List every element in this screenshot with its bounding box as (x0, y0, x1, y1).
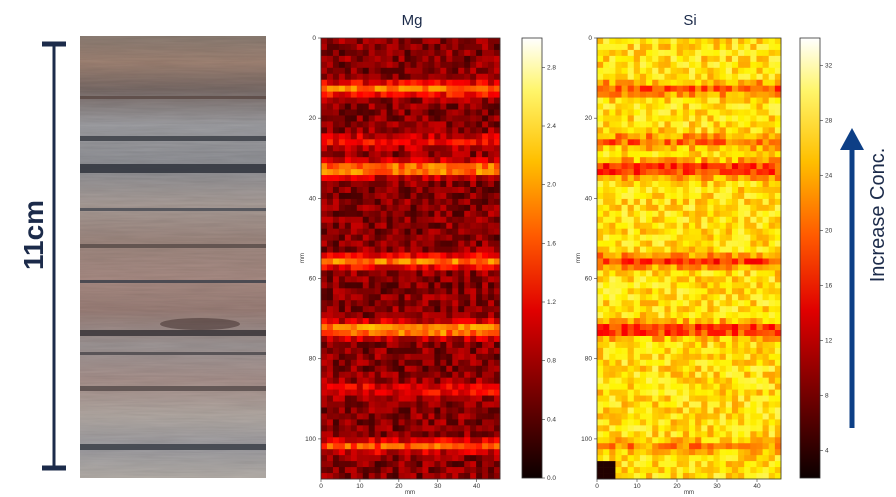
si-colorbar-tick-label: 24 (825, 173, 833, 180)
si-colorbar-tick-label: 16 (825, 283, 833, 290)
mg-colorbar-tick-label: 1.6 (547, 240, 556, 247)
si-x-tick-label: 30 (713, 483, 721, 490)
mg-colorbar-tick-label: 0.8 (547, 358, 556, 365)
mg-colorbar-tick-label: 0.0 (547, 475, 556, 482)
mg-colorbar-tick-label: 2.4 (547, 123, 556, 130)
si-x-axis: 0 10 20 30 40 (595, 479, 761, 490)
mg-y-axis-label: mm (300, 253, 306, 263)
si-colorbar-tick-label: 12 (825, 338, 833, 345)
si-x-tick-label: 20 (673, 483, 681, 490)
si-y-tick-label: 100 (581, 436, 592, 443)
mg-colorbar: 0.0 0.4 0.8 1.2 1.6 2.0 2.4 2.8 (521, 37, 556, 482)
mg-map-title: Mg (401, 12, 423, 29)
scale-bar (42, 41, 66, 471)
si-colorbar-tick-label: 4 (825, 448, 829, 455)
si-map-title: Si (683, 12, 697, 29)
si-colorbar-tick-label: 8 (825, 393, 829, 400)
si-colorbar: 4 8 12 16 20 24 28 32 (799, 37, 833, 479)
si-colorbar-tick-label: 28 (825, 118, 833, 125)
si-x-axis-label: mm (684, 490, 694, 495)
mg-y-tick-label: 0 (312, 35, 316, 42)
mg-colorbar-tick-label: 2.8 (547, 64, 556, 71)
mg-y-tick-label: 100 (305, 436, 316, 443)
mg-y-tick-label: 60 (309, 276, 317, 283)
increase-conc-label-wrap: Increase Conc. (864, 112, 896, 332)
si-x-tick-label: 40 (753, 483, 761, 490)
mg-x-tick-label: 0 (319, 483, 323, 490)
si-y-tick-label: 80 (585, 356, 593, 363)
mg-y-tick-label: 20 (309, 115, 317, 122)
si-colorbar-tick-label: 32 (825, 63, 833, 70)
mg-x-tick-label: 10 (356, 483, 364, 490)
rock-core-photo (80, 36, 266, 478)
si-y-tick-label: 40 (585, 195, 593, 202)
mg-y-axis: 0 20 40 60 80 100 (305, 35, 321, 443)
si-y-axis: 0 20 40 60 80 100 (581, 35, 597, 443)
mg-x-tick-label: 40 (473, 483, 481, 490)
mg-colorbar-tick-label: 1.2 (547, 299, 556, 306)
mg-y-tick-label: 40 (309, 195, 317, 202)
si-y-tick-label: 60 (585, 276, 593, 283)
mg-concentration-map: 0 20 40 60 80 100 0 10 20 30 40 mm mm (300, 35, 501, 495)
si-x-tick-label: 0 (595, 483, 599, 490)
scale-bar-label: 11cm (18, 199, 49, 270)
up-arrow-icon (840, 128, 864, 428)
mg-colorbar-tick-label: 0.4 (547, 416, 556, 423)
mg-x-tick-label: 20 (395, 483, 403, 490)
mg-colorbar-tick-label: 2.0 (547, 182, 556, 189)
si-colorbar-tick-label: 20 (825, 228, 833, 235)
increase-conc-label: Increase Conc. (867, 147, 889, 283)
si-y-axis-label: mm (576, 253, 582, 263)
mg-x-tick-label: 30 (434, 483, 442, 490)
si-concentration-map: 0 20 40 60 80 100 0 10 20 30 40 mm mm (576, 35, 782, 495)
mg-x-axis: 0 10 20 30 40 (319, 479, 481, 490)
mg-y-tick-label: 80 (309, 356, 317, 363)
si-y-tick-label: 20 (585, 115, 593, 122)
si-x-tick-label: 10 (633, 483, 641, 490)
mg-x-axis-label: mm (405, 490, 415, 495)
si-y-tick-label: 0 (588, 35, 592, 42)
